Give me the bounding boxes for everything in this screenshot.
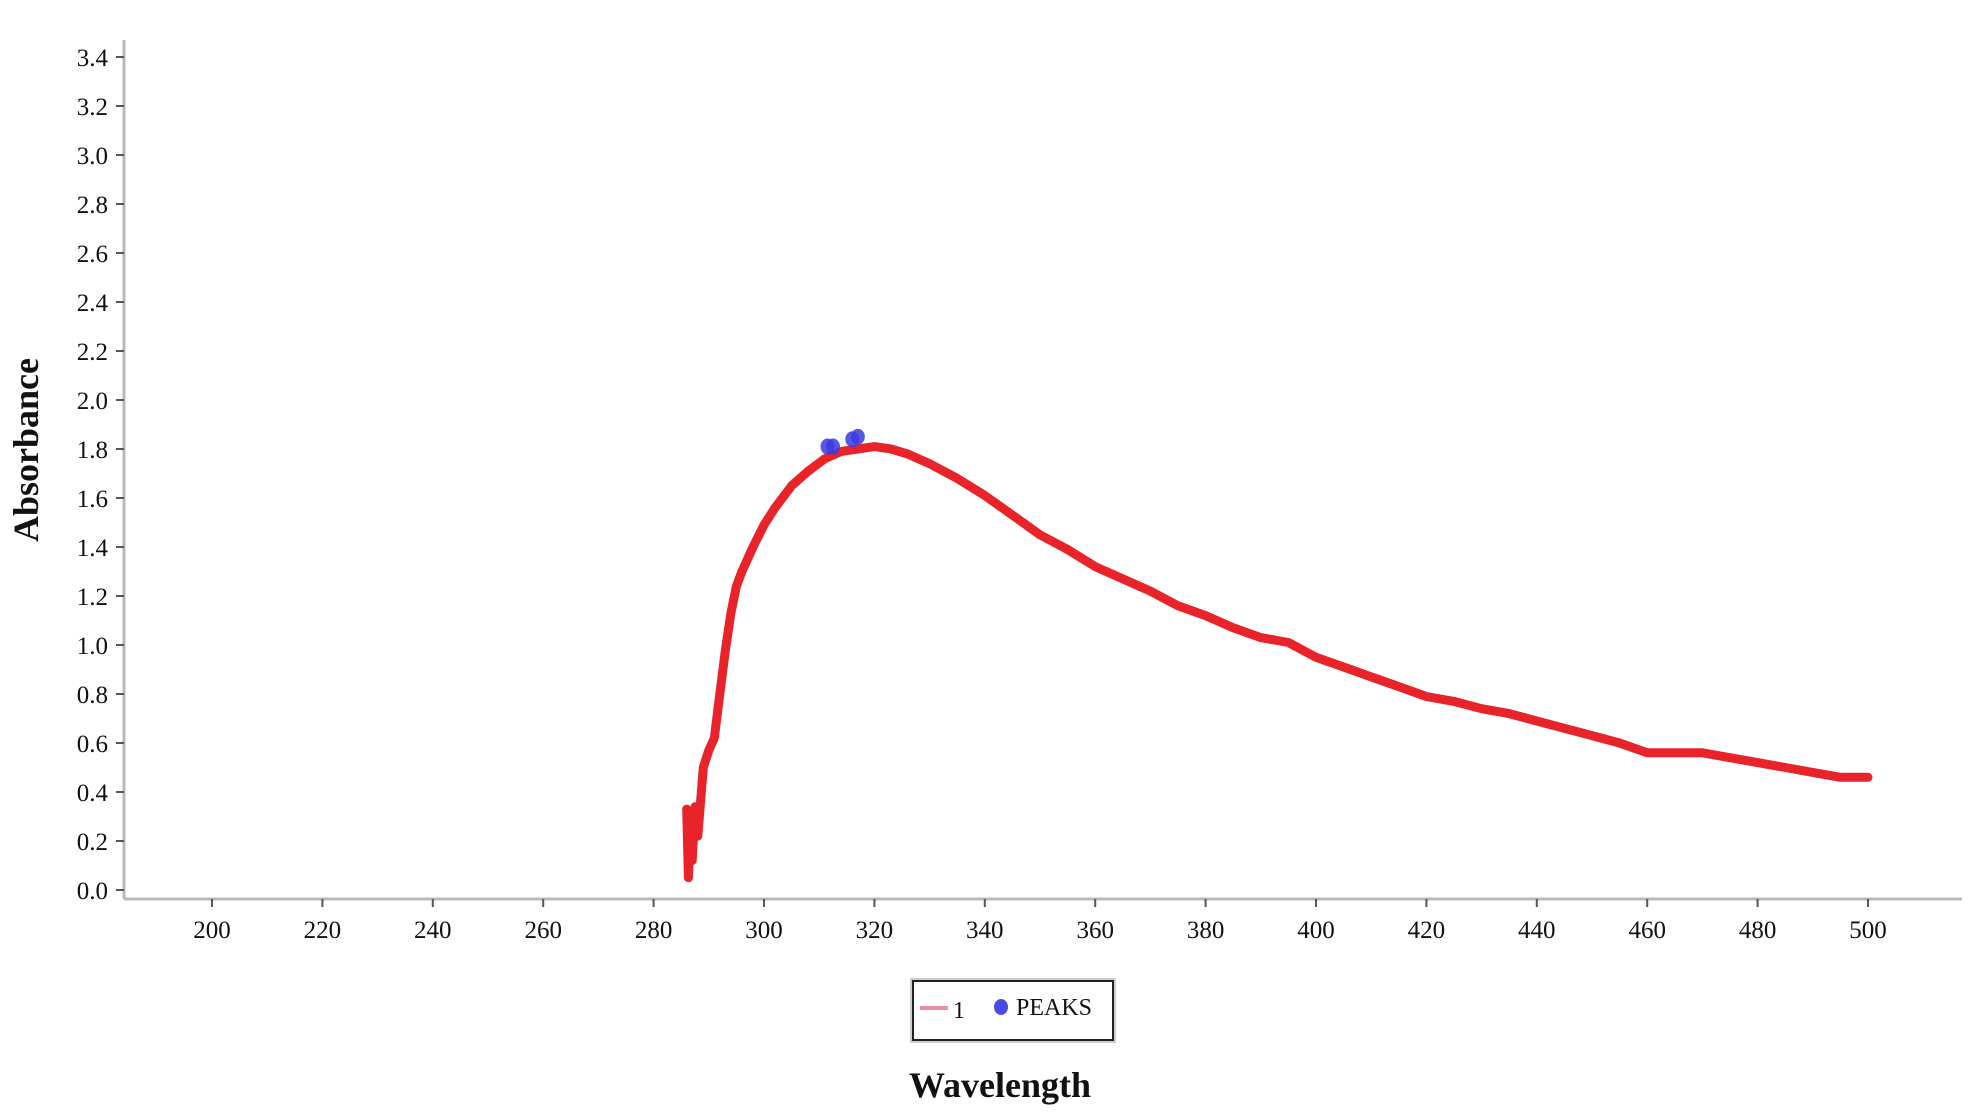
y-tick-label: 0.6 [77, 731, 108, 758]
y-tick-label: 0.4 [77, 780, 109, 807]
y-tick-label: 0.0 [77, 878, 108, 905]
y-tick-label: 2.8 [77, 192, 108, 219]
x-tick-label: 380 [1187, 917, 1225, 944]
chart-legend: 1 PEAKS [910, 978, 1116, 1043]
x-tick-label: 200 [193, 917, 231, 944]
x-tick-label: 220 [304, 917, 342, 944]
x-tick-label: 240 [414, 917, 452, 944]
y-tick-label: 3.2 [77, 94, 108, 121]
x-tick-label: 440 [1518, 917, 1556, 944]
y-tick-label: 1.6 [77, 486, 108, 513]
chart-axes [122, 40, 1962, 901]
legend-box-shadow [910, 978, 1116, 1043]
y-tick-label: 2.0 [77, 388, 108, 415]
y-tick-label: 2.6 [77, 241, 108, 268]
x-tick-label: 360 [1076, 917, 1114, 944]
x-tick-label: 300 [745, 917, 783, 944]
x-tick-label: 260 [524, 917, 562, 944]
peak-point [826, 438, 840, 455]
y-axis-ticks: 0.0 0.2 0.4 0.6 0.8 1.0 1.2 1.4 1.6 1.8 2.0 2.2 2.4 2… [77, 45, 124, 905]
y-tick-label: 0.8 [77, 682, 108, 709]
legend-label-peaks: PEAKS [1016, 995, 1092, 1021]
y-tick-label: 3.4 [77, 45, 109, 72]
x-tick-label: 280 [635, 917, 673, 944]
x-tick-label: 420 [1408, 917, 1446, 944]
series-lines [682, 442, 1873, 883]
x-axis-ticks: 200 220 240 260 280 300 320 340 360 380 400 420 440 4… [193, 899, 1887, 944]
peak-point [850, 428, 865, 445]
y-tick-label: 3.0 [77, 143, 108, 170]
x-axis-title: Wavelength [909, 1065, 1091, 1105]
x-tick-label: 320 [856, 917, 894, 944]
y-tick-label: 0.2 [77, 829, 108, 856]
x-tick-label: 340 [966, 917, 1004, 944]
x-tick-label: 480 [1739, 917, 1777, 944]
y-tick-label: 1.4 [77, 535, 109, 562]
y-axis-title: Absorbance [6, 358, 46, 542]
y-tick-label: 2.2 [77, 339, 108, 366]
y-tick-label: 1.0 [77, 633, 108, 660]
series-line-1 [682, 442, 1873, 883]
x-tick-label: 460 [1628, 917, 1666, 944]
x-tick-label: 500 [1849, 917, 1887, 944]
legend-label-series-1: 1 [953, 998, 965, 1024]
legend-box [912, 980, 1114, 1041]
y-tick-label: 1.2 [77, 584, 108, 611]
peak-markers [820, 428, 865, 455]
y-tick-label: 2.4 [77, 290, 109, 317]
x-tick-label: 400 [1297, 917, 1335, 944]
legend-swatch-point [994, 999, 1008, 1015]
y-tick-label: 1.8 [77, 437, 108, 464]
